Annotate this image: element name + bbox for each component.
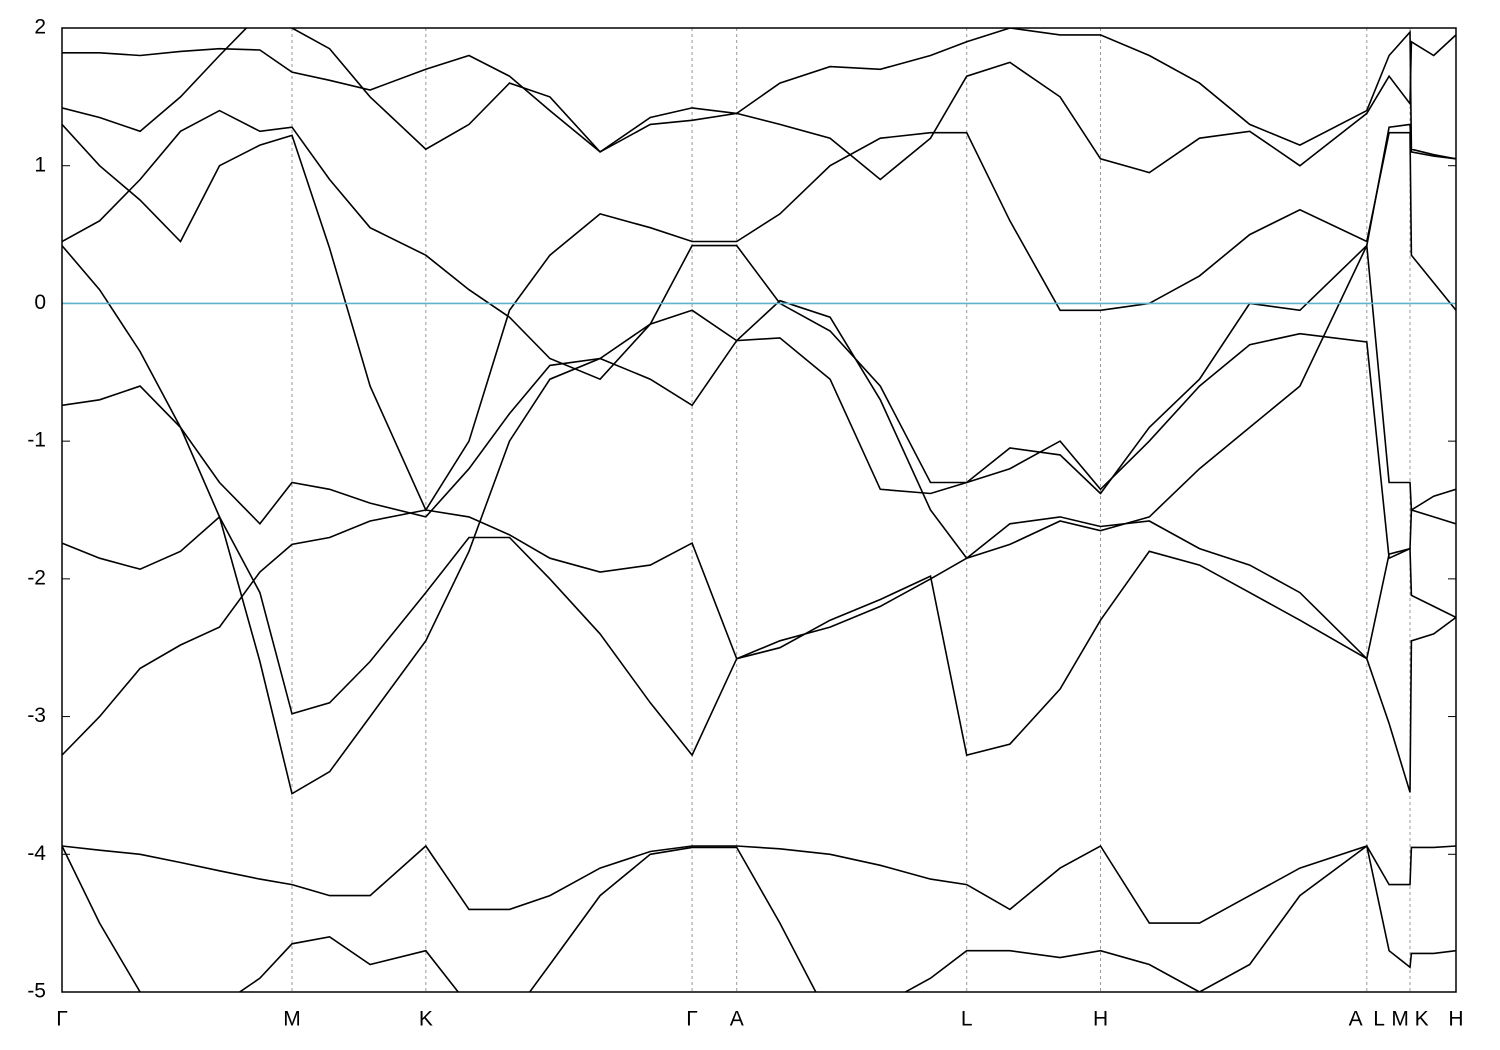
x-tick-label: K (419, 1008, 433, 1031)
y-tick-label: -4 (27, 842, 46, 865)
band-line (62, 844, 1456, 924)
x-tick-label: A (730, 1008, 744, 1031)
x-tick-label: L (961, 1008, 973, 1031)
band-line (62, 34, 1456, 181)
band-line (62, 123, 1456, 512)
y-tick-label: -1 (27, 429, 46, 452)
y-tick-label: -2 (27, 566, 46, 589)
x-tick-label: M (283, 1008, 301, 1031)
band-line (62, 242, 1456, 757)
band-line (62, 509, 1456, 793)
y-tick-label: 1 (34, 153, 46, 176)
y-tick-label: -5 (27, 980, 46, 1003)
x-tick-label: A L (1349, 1008, 1385, 1031)
bands (62, 28, 1456, 992)
band-line (62, 844, 1456, 992)
x-tick-label: M K (1391, 1008, 1428, 1031)
band-line (62, 245, 1456, 795)
x-tick-label: H (1448, 1008, 1463, 1031)
band-line (62, 299, 1456, 661)
y-tick-label: 2 (34, 16, 46, 39)
plot-frame (61, 27, 1457, 993)
y-tick-label: 0 (34, 291, 46, 314)
x-tick-label: Γ (56, 1008, 68, 1031)
band-line (62, 28, 1456, 160)
y-tick-label: -3 (27, 704, 46, 727)
x-tick-label: Γ (686, 1008, 698, 1031)
x-tick-label: H (1093, 1008, 1108, 1031)
